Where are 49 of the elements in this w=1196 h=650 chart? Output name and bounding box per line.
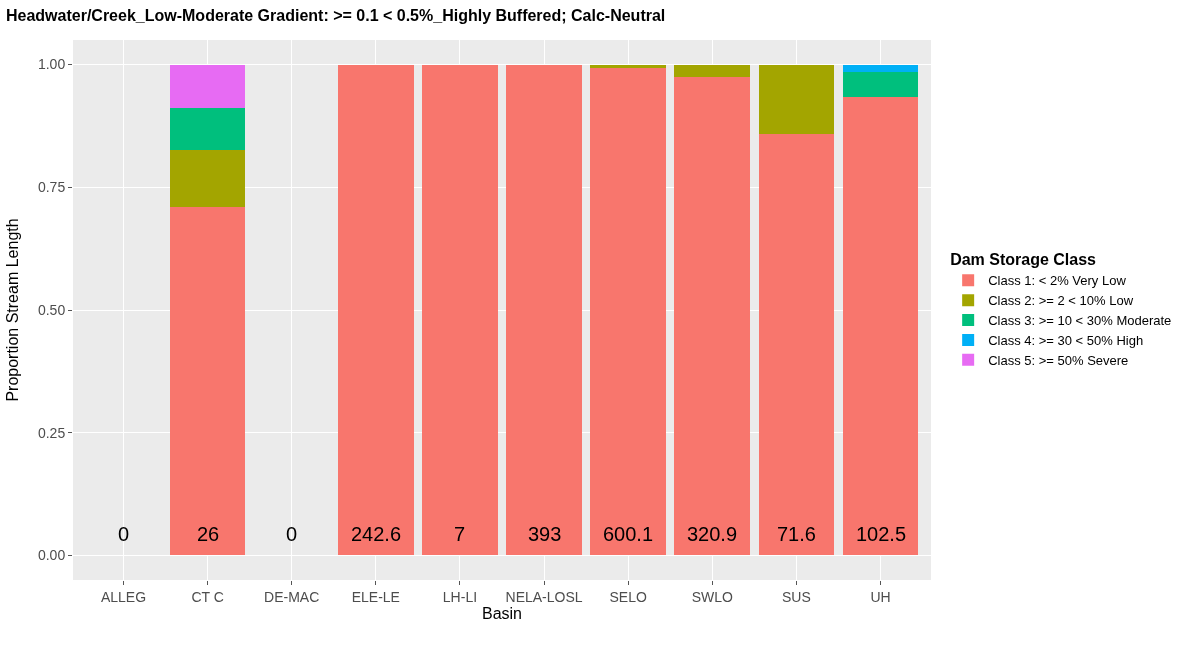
x-tick-label: DE-MAC	[264, 588, 320, 605]
y-tick-label: 0.50	[37, 301, 66, 318]
annotation: 7	[454, 523, 466, 545]
annotation: 320.9	[687, 523, 738, 545]
bar	[169, 64, 246, 108]
annotation: 102.5	[856, 523, 907, 545]
x-tick-label: SWLO	[691, 588, 734, 605]
x-tick-label: UH	[870, 588, 891, 605]
bar	[506, 64, 582, 556]
x-tick-label: CT C	[191, 588, 224, 605]
y-tick-label: 0.00	[37, 547, 66, 564]
annotation: 600.1	[603, 523, 654, 545]
legend-label: Class 5: >= 50% Severe	[988, 352, 1129, 368]
legend-label: Class 4: >= 30 < 50% High	[988, 333, 1144, 349]
legend-label: Class 1: < 2% Very Low	[988, 273, 1127, 289]
y-tick-label: 1.00	[37, 56, 66, 73]
bar	[674, 76, 751, 556]
x-tick-label: SUS	[782, 588, 811, 605]
annotation: 0	[118, 523, 130, 545]
bar	[842, 64, 919, 72]
chart-title: Headwater/Creek_Low-Moderate Gradient: >= 0.1 < 0.5%_Highly Buffered; Calc-Neutral	[5, 6, 666, 24]
y-axis-title: Proportion Stream Length	[3, 218, 21, 402]
x-tick-label: NELA-LOSL	[505, 588, 583, 605]
bar	[842, 97, 919, 556]
x-tick-label: ELE-LE	[351, 588, 400, 605]
x-tick-label: ALLEG	[100, 588, 147, 605]
bar	[842, 71, 919, 98]
y-tick-label: 0.75	[37, 179, 66, 196]
bar	[169, 150, 246, 207]
legend-label: Class 2: >= 2 < 10% Low	[988, 293, 1134, 309]
legend-label: Class 3: >= 10 < 30% Moderate	[988, 313, 1172, 329]
x-axis-title: Basin	[481, 604, 523, 622]
bar	[590, 68, 667, 556]
legend-title: Dam Storage Class	[950, 251, 1097, 269]
bar	[169, 206, 246, 556]
x-tick-label: LH-LI	[442, 588, 478, 605]
bar	[758, 64, 835, 135]
x-tick-label: SELO	[609, 588, 647, 605]
annotation: 393	[528, 523, 562, 545]
annotation: 0	[286, 523, 298, 545]
annotation: 26	[197, 523, 220, 545]
annotation: 71.6	[777, 523, 816, 545]
bar	[337, 64, 414, 556]
annotation: 242.6	[351, 523, 402, 545]
bar	[169, 107, 246, 151]
bar	[422, 64, 498, 556]
bar	[674, 64, 751, 77]
y-tick-label: 0.25	[37, 424, 66, 441]
bar	[758, 134, 835, 556]
